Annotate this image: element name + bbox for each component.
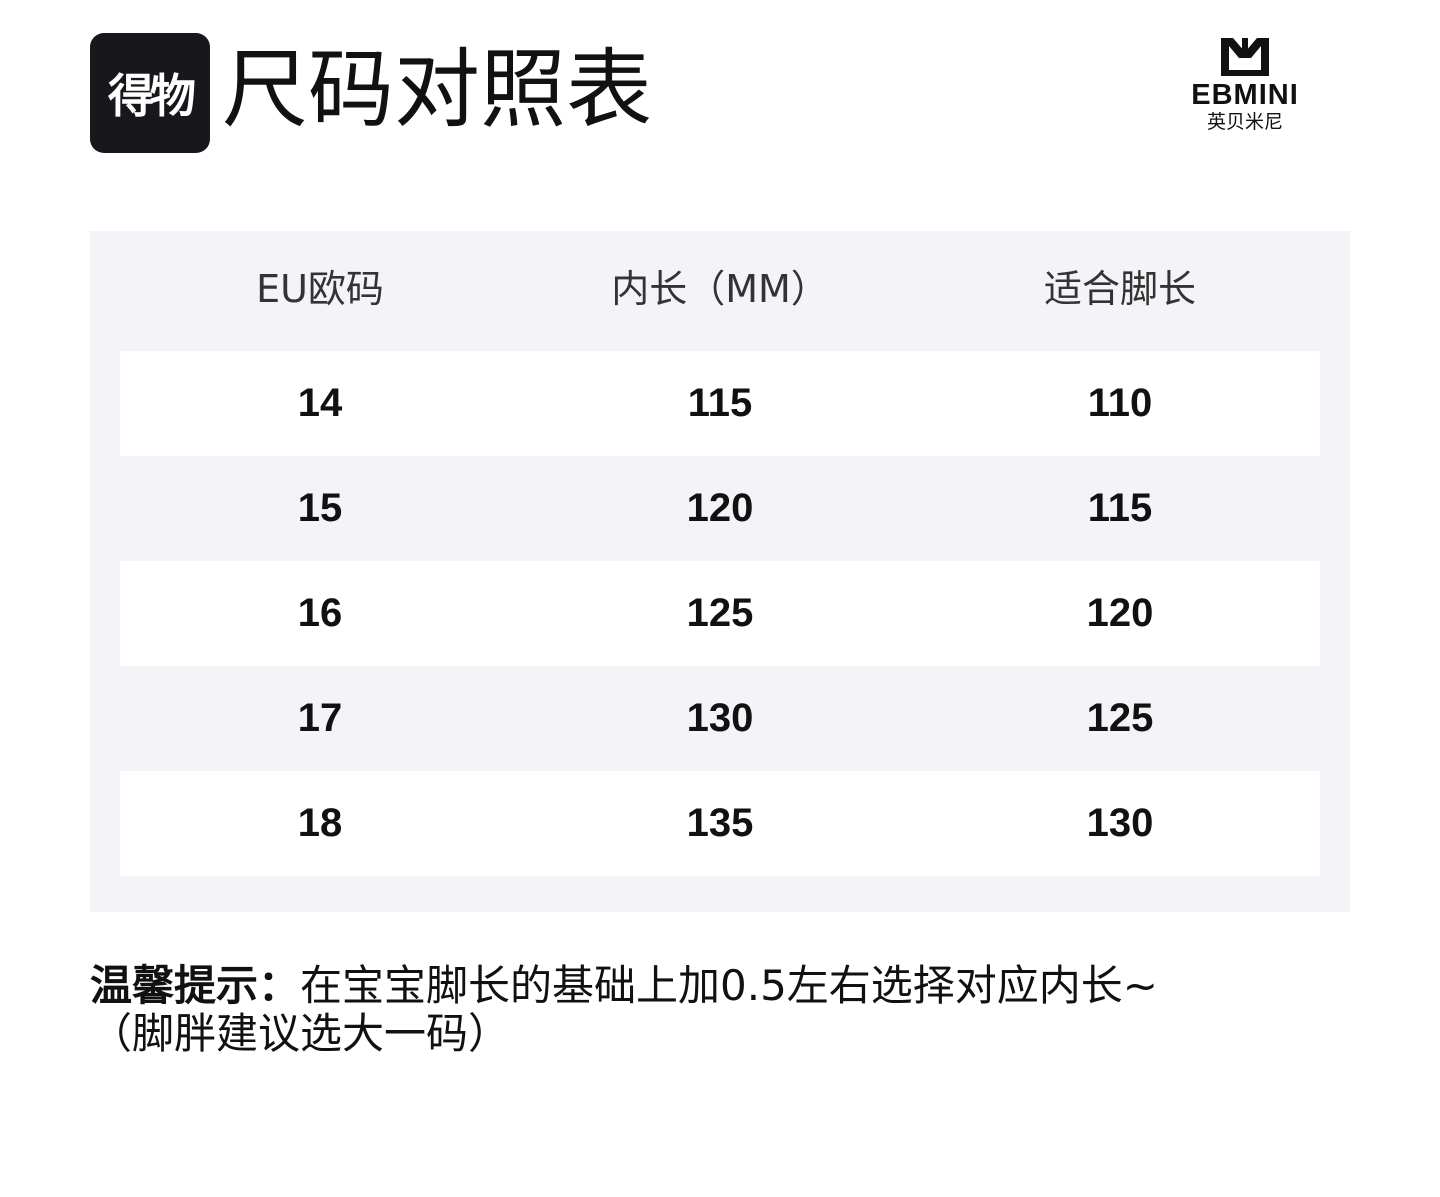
table-cell: 110 <box>1087 381 1153 425</box>
tip-note: 温馨提示：在宝宝脚长的基础上加0.5左右选择对应内长~ （脚胖建议选大一码） <box>90 962 1158 1058</box>
tip-line-1: 在宝宝脚长的基础上加0.5左右选择对应内长~ <box>300 961 1159 1010</box>
table-cell: 115 <box>1087 486 1153 530</box>
table-cell: 17 <box>297 696 343 740</box>
table-cell: 135 <box>686 801 754 845</box>
table-row: 17 130 125 <box>120 666 1320 771</box>
table-cell: 130 <box>686 696 754 740</box>
size-chart-table: EU欧码 内长（MM） 适合脚长 14 115 110 15 120 115 16 125… <box>90 231 1350 912</box>
column-header: 适合脚长 <box>1043 267 1196 311</box>
tip-line-2: （脚胖建议选大一码） <box>90 1009 511 1058</box>
table-row: 15 120 115 <box>120 456 1320 561</box>
table-cell: 130 <box>1086 801 1154 845</box>
logo-text: 得物 <box>108 69 196 123</box>
column-header: 内长（MM） <box>611 267 829 311</box>
table-cell: 16 <box>297 591 343 635</box>
table-header: EU欧码 内长（MM） 适合脚长 <box>120 231 1320 351</box>
brand-name-cn: 英贝米尼 <box>1206 111 1283 133</box>
table-row: 14 115 110 <box>120 351 1320 456</box>
brand-logo: EBMINI 英贝米尼 <box>1176 38 1314 134</box>
column-header: EU欧码 <box>256 267 384 311</box>
tip-label: 温馨提示： <box>90 961 301 1010</box>
table-cell: 18 <box>297 801 343 845</box>
table-cell: 15 <box>297 486 343 530</box>
table-cell: 14 <box>297 381 343 425</box>
table-row: 18 135 130 <box>120 771 1320 876</box>
brand-mark-icon <box>1221 38 1269 76</box>
dewu-logo: 得物 <box>90 33 210 153</box>
table-cell: 125 <box>686 591 754 635</box>
table-row: 16 125 120 <box>120 561 1320 666</box>
page-title: 尺码对照表 <box>222 40 652 140</box>
table-cell: 115 <box>687 381 753 425</box>
table-cell: 120 <box>686 486 754 530</box>
brand-name-en: EBMINI <box>1191 79 1299 111</box>
table-cell: 120 <box>1086 591 1154 635</box>
table-cell: 125 <box>1086 696 1154 740</box>
